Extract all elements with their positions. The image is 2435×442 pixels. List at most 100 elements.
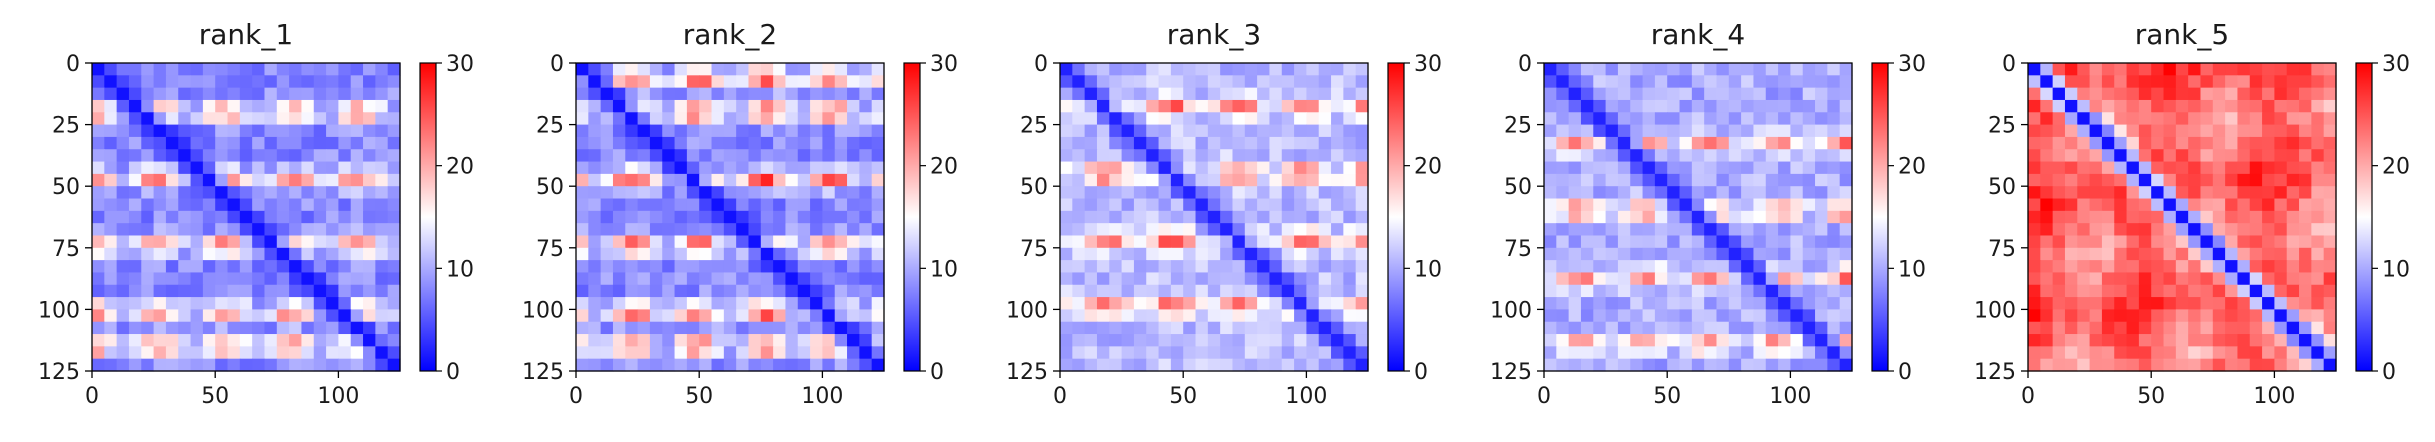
heatmap-cell bbox=[153, 247, 167, 261]
heatmap-cell bbox=[301, 210, 315, 224]
heatmap-cell bbox=[1109, 112, 1123, 126]
heatmap-cell bbox=[748, 247, 762, 261]
heatmap-cell bbox=[1753, 247, 1767, 261]
heatmap-cell bbox=[190, 186, 204, 200]
heatmap-cell bbox=[1593, 75, 1607, 89]
heatmap-cell bbox=[1244, 112, 1258, 126]
heatmap-cell bbox=[822, 63, 836, 76]
heatmap-cell bbox=[711, 136, 725, 150]
heatmap-cell bbox=[1704, 210, 1718, 224]
heatmap-cell bbox=[1269, 198, 1283, 212]
heatmap-cell bbox=[1605, 247, 1619, 261]
heatmap-cell bbox=[326, 173, 339, 187]
heatmap-cell bbox=[1667, 63, 1681, 76]
heatmap-cell bbox=[1306, 210, 1320, 224]
heatmap-cell bbox=[1318, 87, 1332, 101]
heatmap-cell bbox=[2249, 284, 2263, 298]
heatmap-cell bbox=[1257, 260, 1271, 274]
heatmap-cell bbox=[723, 210, 737, 224]
heatmap-cell bbox=[2212, 136, 2226, 150]
plot-frame bbox=[575, 62, 885, 372]
heatmap-cell bbox=[649, 358, 663, 372]
heatmap-cell bbox=[1232, 75, 1246, 89]
heatmap-cell bbox=[1195, 272, 1209, 286]
heatmap-cell bbox=[227, 198, 241, 212]
heatmap-cell bbox=[1790, 124, 1804, 138]
heatmap-cell bbox=[2212, 87, 2226, 101]
heatmap-cell bbox=[1617, 75, 1631, 89]
heatmap-cell bbox=[1060, 87, 1073, 101]
heatmap-cell bbox=[1753, 321, 1767, 335]
heatmap-cell bbox=[338, 334, 352, 347]
heatmap-cell bbox=[252, 358, 266, 372]
heatmap-cell bbox=[1195, 346, 1209, 360]
heatmap-cell bbox=[227, 186, 241, 200]
heatmap-cell bbox=[326, 186, 339, 200]
heatmap-cell bbox=[1060, 198, 1073, 212]
heatmap-cell bbox=[2151, 63, 2165, 76]
heatmap-cell bbox=[859, 124, 873, 138]
heatmap-cell bbox=[2052, 235, 2066, 249]
heatmap-cell bbox=[1568, 63, 1582, 76]
heatmap-cell bbox=[1060, 149, 1073, 163]
heatmap-cell bbox=[649, 334, 663, 347]
heatmap-cell bbox=[2311, 334, 2325, 347]
heatmap-cell bbox=[871, 334, 885, 347]
heatmap-cell bbox=[810, 235, 823, 249]
heatmap-cell bbox=[1544, 309, 1557, 323]
heatmap-cell bbox=[2064, 321, 2078, 335]
heatmap-cell bbox=[736, 75, 750, 89]
heatmap-cell bbox=[2151, 136, 2165, 150]
heatmap-cell bbox=[2311, 136, 2325, 150]
heatmap-cell bbox=[1728, 124, 1742, 138]
heatmap-cell bbox=[1691, 161, 1705, 175]
heatmap-cell bbox=[116, 272, 130, 286]
heatmap-cell bbox=[128, 99, 142, 113]
heatmap-cell bbox=[264, 87, 278, 101]
heatmap-cell bbox=[748, 260, 762, 274]
heatmap-cell bbox=[699, 63, 713, 76]
heatmap-cell bbox=[588, 334, 602, 347]
heatmap-cell bbox=[313, 198, 327, 212]
heatmap-cell bbox=[711, 321, 725, 335]
heatmap-cell bbox=[1765, 186, 1779, 200]
heatmap-cell bbox=[2262, 87, 2275, 101]
heatmap-cell bbox=[1667, 210, 1681, 224]
heatmap-cell bbox=[2138, 99, 2152, 113]
heatmap-cell bbox=[276, 186, 290, 200]
heatmap-cell bbox=[1072, 272, 1086, 286]
heatmap-cell bbox=[2151, 112, 2165, 126]
heatmap-cell bbox=[128, 297, 142, 310]
heatmap-cell bbox=[1109, 149, 1123, 163]
heatmap-cell bbox=[252, 198, 266, 212]
heatmap-cell bbox=[1556, 198, 1570, 212]
heatmap-cell bbox=[2028, 112, 2041, 126]
heatmap-cell bbox=[785, 223, 799, 237]
heatmap-cell bbox=[760, 161, 774, 175]
heatmap-cell bbox=[1121, 186, 1135, 200]
heatmap-cell bbox=[2225, 87, 2239, 101]
heatmap-cell bbox=[1580, 260, 1594, 274]
heatmap-cell bbox=[588, 358, 602, 372]
heatmap-cell bbox=[153, 75, 167, 89]
heatmap-cell bbox=[289, 198, 303, 212]
heatmap-cell bbox=[1593, 136, 1607, 150]
heatmap-cell bbox=[1257, 149, 1271, 163]
heatmap-cell bbox=[1109, 247, 1123, 261]
heatmap-cell bbox=[2138, 173, 2152, 187]
heatmap-cell bbox=[760, 173, 774, 187]
heatmap-cell bbox=[1084, 358, 1098, 372]
heatmap-cell bbox=[760, 297, 774, 310]
y-tick-label: 75 bbox=[1504, 237, 1532, 262]
heatmap-cell bbox=[1753, 297, 1767, 310]
heatmap-cell bbox=[2323, 235, 2337, 249]
heatmap-cell bbox=[1121, 99, 1135, 113]
heatmap-cell bbox=[637, 247, 651, 261]
heatmap-cell bbox=[301, 247, 315, 261]
heatmap-cell bbox=[1109, 309, 1123, 323]
heatmap-cell bbox=[834, 186, 848, 200]
heatmap-cell bbox=[1605, 223, 1619, 237]
colorbar-gradient bbox=[903, 62, 921, 372]
heatmap-cell bbox=[1667, 198, 1681, 212]
